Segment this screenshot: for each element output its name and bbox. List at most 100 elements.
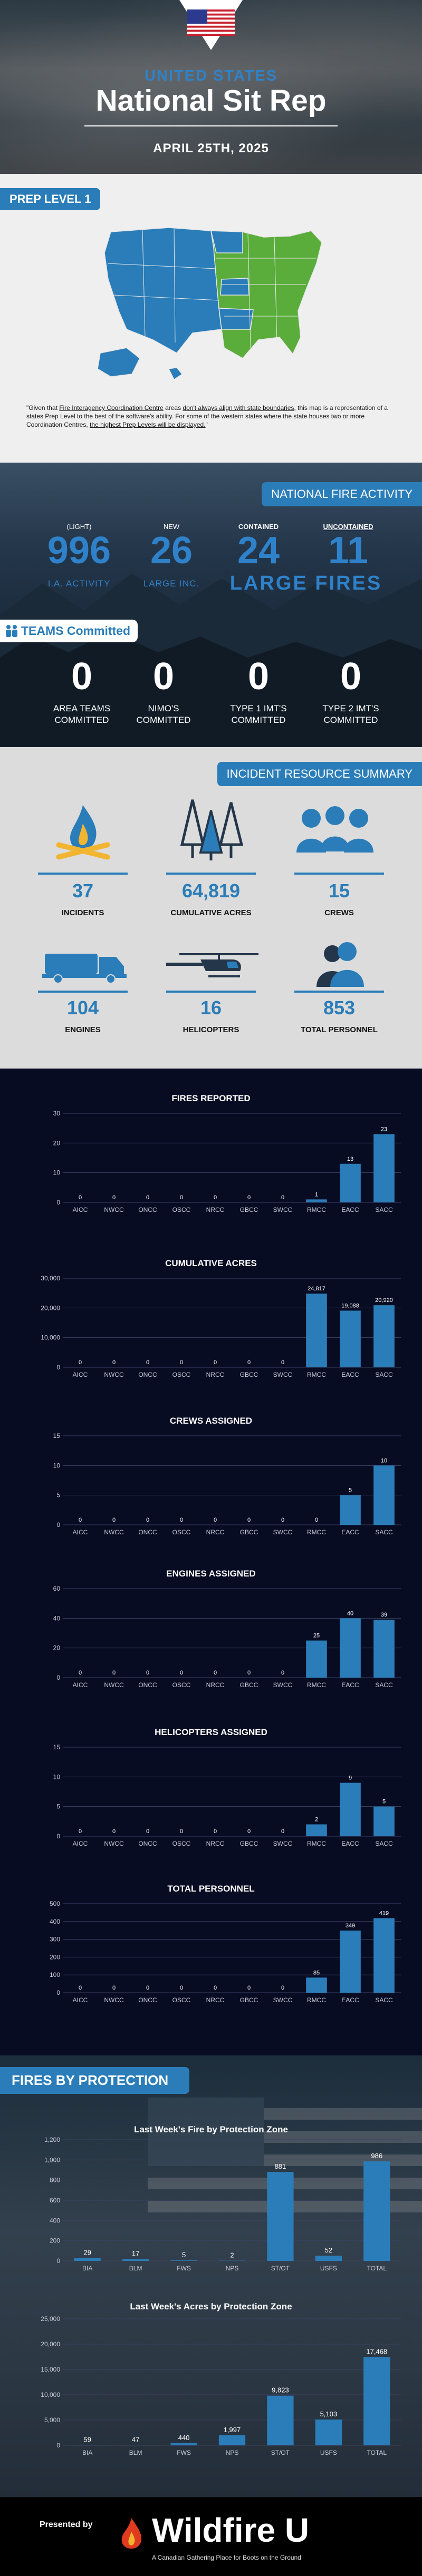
y-tick-label: 800 [50, 2177, 60, 2184]
acres-value: 64,819 [181, 880, 241, 902]
x-tick-label: SACC [375, 1681, 393, 1689]
x-tick-label: OSCC [172, 1371, 191, 1378]
us-flag-icon [187, 9, 235, 36]
data-label: 0 [79, 1670, 82, 1676]
y-tick-label: 600 [50, 2197, 60, 2204]
data-label: 0 [112, 1670, 116, 1676]
y-tick-label: 5 [56, 1803, 60, 1810]
x-tick-label: GBCC [240, 1206, 258, 1213]
chart-fires-reported: FIRES REPORTED01020300AICC0NWCC0ONCC0OSC… [53, 1093, 401, 1213]
bar-st-ot [267, 2395, 294, 2445]
incident-resource-summary-label: INCIDENT RESOURCE SUMMARY [217, 762, 422, 786]
report-date: APRIL 25TH, 2025 [153, 141, 269, 155]
data-label: 0 [146, 1359, 149, 1366]
data-label: 0 [146, 1828, 149, 1835]
data-label: 17,468 [366, 2347, 387, 2355]
bar-sacc [373, 1620, 395, 1678]
page-title: National Sit Rep [95, 84, 327, 117]
crews-bar [294, 873, 384, 875]
y-tick-label: 40 [53, 1614, 61, 1622]
data-label: 0 [146, 1670, 149, 1676]
x-tick-label: FWS [177, 2265, 191, 2272]
nimos-value: 0 [152, 655, 175, 698]
bar-usfs [315, 2420, 342, 2445]
chart-crews-assigned: CREWS ASSIGNED 0 5 10 15 0 AICC 0 NWCC 0 ONCC 0 OSCC… [53, 1416, 401, 1536]
data-label: 29 [83, 2248, 91, 2256]
data-label: 0 [281, 1359, 284, 1366]
data-label: 5 [182, 2251, 186, 2259]
x-tick-label: EACC [341, 1840, 359, 1847]
x-tick-label: AICC [73, 1371, 88, 1378]
area-teams-value: 0 [71, 655, 93, 698]
footer: Presented by Wildfire U A Canadian Gathe… [0, 2497, 422, 2576]
x-tick-label: GBCC [240, 1840, 258, 1847]
data-label: 0 [112, 1985, 116, 1991]
helicopters-bar [166, 991, 256, 993]
bar-bia [74, 2258, 101, 2261]
data-label: 0 [214, 1985, 217, 1991]
data-label: 9 [349, 1775, 352, 1781]
y-tick-label: 1,000 [44, 2156, 60, 2163]
chart-title: HELICOPTERS ASSIGNED [155, 1727, 267, 1737]
uncontained-label: UNCONTAINED [323, 523, 373, 531]
x-tick-label: NPS [226, 2265, 239, 2272]
data-label: 40 [347, 1610, 353, 1617]
data-label: 0 [247, 1985, 251, 1991]
data-label: 0 [214, 1359, 217, 1366]
area-teams-label: AREA TEAMS COMMITTED [53, 703, 111, 725]
x-tick-label: ONCC [138, 1206, 157, 1213]
y-tick-label: 10,000 [41, 1334, 60, 1341]
y-tick-label: 15 [53, 1432, 61, 1439]
ia-activity-label: I.A. ACTIVITY [47, 579, 111, 589]
wildfire-u-logo[interactable]: Wildfire U [152, 2511, 310, 2549]
flame-logo-icon [121, 2518, 142, 2549]
teams-committed-label: TEAMS Committed [0, 620, 138, 642]
data-label: 0 [214, 1517, 217, 1523]
x-tick-label: SACC [375, 1840, 393, 1847]
x-tick-label: USFS [320, 2449, 337, 2456]
data-label: 0 [247, 1517, 251, 1523]
x-tick-label: RMCC [307, 1529, 326, 1536]
x-tick-label: SACC [375, 1996, 393, 2004]
y-tick-label: 0 [56, 2442, 60, 2449]
y-tick-label: 15 [53, 1744, 61, 1751]
prep-level-label: PREP LEVEL 1 [0, 188, 101, 210]
x-tick-label: OSCC [172, 1840, 191, 1847]
nimos-label: NIMO'S COMMITTED [136, 703, 191, 725]
x-tick-label: BIA [82, 2449, 92, 2456]
chart-engines-assigned: ENGINES ASSIGNED 0 20 40 60 0 AICC 0 NWCC 0 ONCC 0 O… [53, 1569, 401, 1689]
data-label: 0 [180, 1359, 183, 1366]
trees-icon [180, 799, 244, 860]
bar-eacc [340, 1782, 361, 1836]
data-label: 0 [79, 1517, 82, 1523]
y-tick-label: 400 [50, 2217, 60, 2224]
x-tick-label: NRCC [206, 1371, 225, 1378]
x-tick-label: GBCC [240, 1996, 258, 2004]
chart-total-personnel: TOTAL PERSONNEL 0 100 200 300 400 500 0 AICC 0 NWC… [50, 1884, 401, 2004]
y-tick-label: 0 [56, 1989, 60, 1996]
fires-by-protection-section: FIRES BY PROTECTION Last Week's Fire by … [0, 2055, 422, 2497]
data-label: 0 [112, 1194, 116, 1201]
data-label: 0 [281, 1985, 284, 1991]
y-tick-label: 0 [56, 1521, 60, 1529]
chart-title: CREWS ASSIGNED [170, 1416, 252, 1426]
large-incidents-value: 26 [150, 530, 193, 572]
y-tick-label: 60 [53, 1585, 61, 1592]
x-tick-label: GBCC [240, 1371, 258, 1378]
data-label: 0 [112, 1828, 116, 1835]
bar-sacc [373, 1465, 395, 1525]
data-label: 0 [180, 1517, 183, 1523]
x-tick-label: RMCC [307, 1371, 326, 1378]
x-tick-label: SACC [375, 1206, 393, 1213]
x-tick-label: NRCC [206, 1529, 225, 1536]
bar-nps [218, 2435, 246, 2445]
data-label: 0 [146, 1985, 149, 1991]
prep-level-section: PREP LEVEL 1 "Given that Fire Interagenc… [0, 174, 422, 463]
x-tick-label: RMCC [307, 1206, 326, 1213]
x-tick-label: AICC [73, 1529, 88, 1536]
y-tick-label: 20,000 [41, 1304, 60, 1311]
x-tick-label: SWCC [273, 1529, 293, 1536]
y-tick-label: 200 [50, 1953, 60, 1961]
data-label: 0 [281, 1194, 284, 1201]
data-label: 0 [112, 1517, 116, 1523]
